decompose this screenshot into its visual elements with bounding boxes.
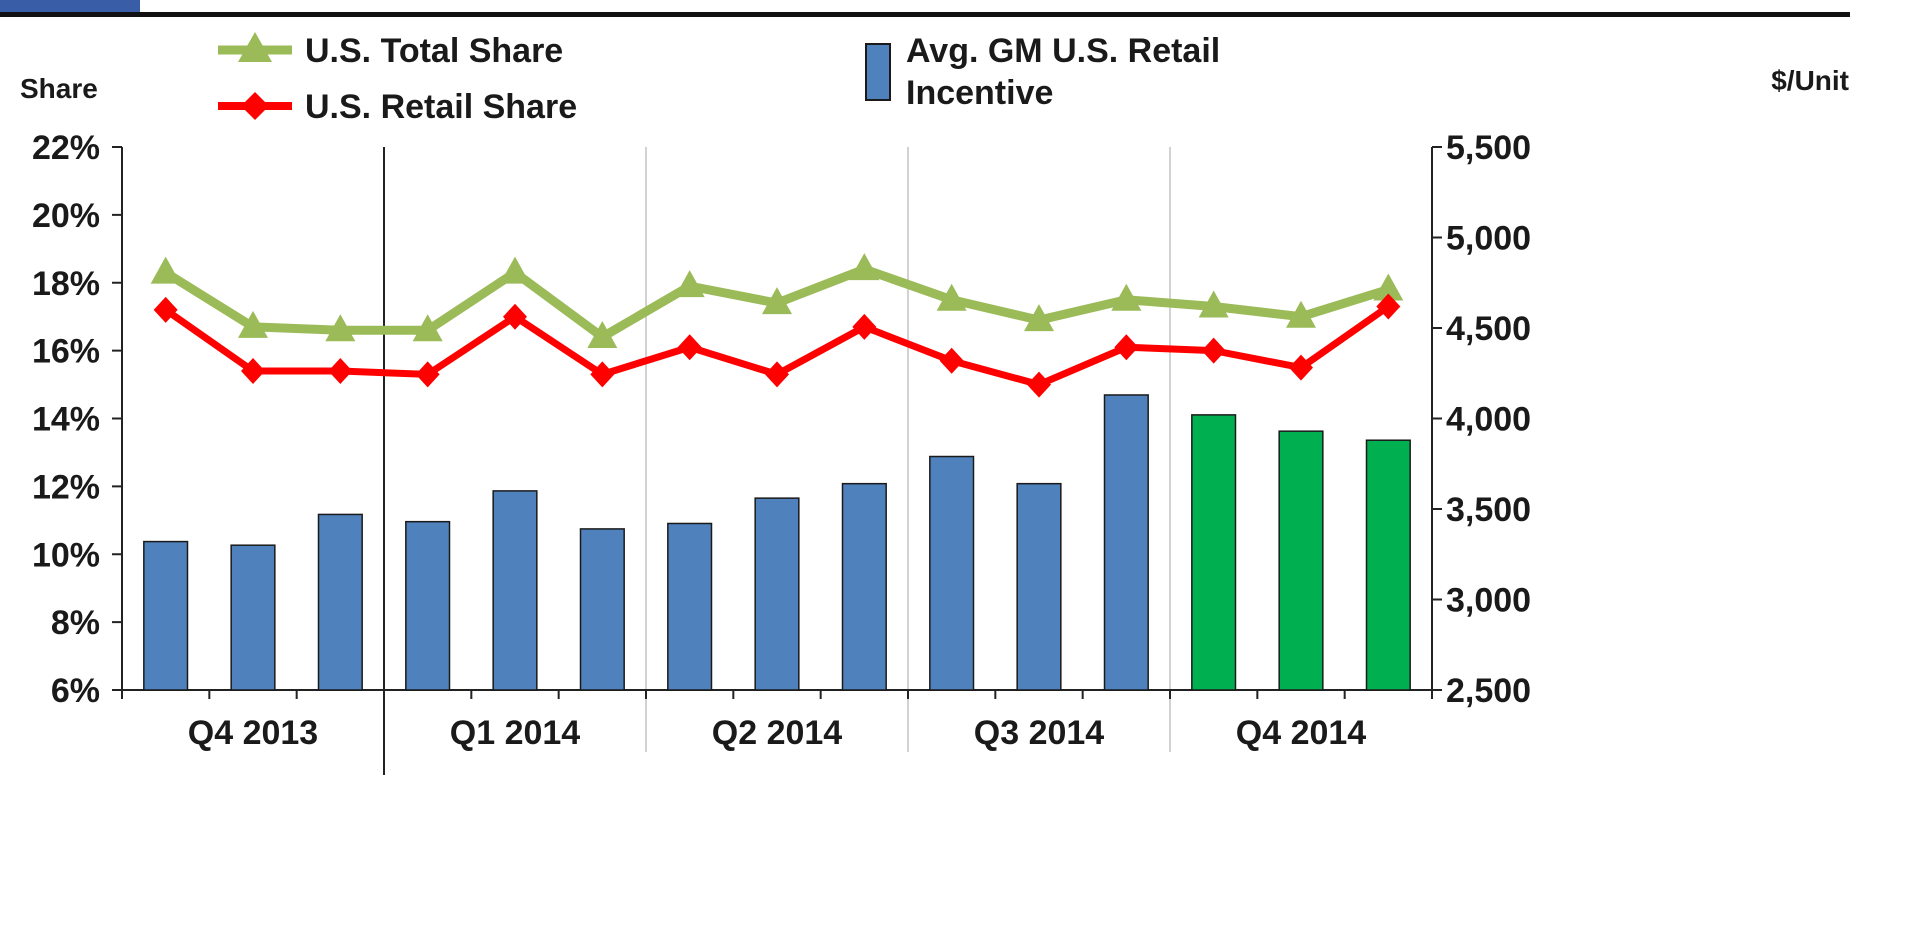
right-tick-label: 5,000	[1446, 220, 1531, 258]
total-share-marker	[1024, 304, 1054, 332]
total-share-marker	[762, 287, 792, 315]
retail-share-marker	[328, 357, 353, 384]
incentive-bar	[579, 528, 625, 691]
retail-share-marker	[677, 334, 702, 361]
retail-share-marker	[590, 361, 615, 388]
retail-share-marker	[1289, 354, 1313, 381]
labels-layer: 22% 20% 18% 16% 14% 12% 10% 8% 6% 5,500 5,000 4,500…	[32, 129, 1531, 752]
total-share-marker	[1373, 273, 1404, 301]
left-tick-label: 20%	[32, 197, 100, 235]
left-tick-label: 10%	[32, 536, 100, 574]
incentive-bar	[1191, 414, 1237, 691]
total-share-marker	[500, 256, 530, 284]
retail-share-marker	[765, 361, 789, 388]
retail-share-marker	[241, 357, 265, 384]
retail-share-marker	[1114, 334, 1139, 361]
right-tick-label: 4,000	[1446, 401, 1531, 439]
total-share-marker	[1198, 290, 1229, 318]
left-tick-label: 14%	[32, 401, 100, 439]
bar-swatch-icon	[865, 43, 891, 101]
left-tick-label: 8%	[51, 604, 100, 642]
incentive-bar	[667, 522, 713, 691]
quarter-label: Q2 2014	[712, 714, 843, 752]
incentive-bar	[1103, 394, 1149, 691]
legend-retail-share-label: U.S. Retail Share	[305, 88, 577, 126]
incentive-bar	[841, 482, 887, 691]
legend-incentive-label-line1: Avg. GM U.S. Retail	[906, 32, 1220, 70]
incentive-bar	[1365, 439, 1411, 691]
right-tick-label: 3,000	[1446, 582, 1531, 620]
left-tick-label: 18%	[32, 265, 100, 303]
left-tick-label: 16%	[32, 333, 100, 371]
retail-share-marker	[852, 313, 877, 340]
legend-item-incentive: Avg. GM U.S. Retail Incentive	[865, 32, 1220, 112]
legend-item-retail-share: U.S. Retail Share	[218, 88, 577, 126]
incentive-bar	[1278, 430, 1324, 691]
legend-total-share-label: U.S. Total Share	[305, 32, 563, 70]
retail-share-marker	[415, 361, 440, 388]
incentive-bar	[929, 455, 975, 691]
left-tick-label: 6%	[51, 672, 100, 710]
lines-layer	[150, 253, 1404, 398]
total-share-marker	[849, 253, 880, 281]
header-logo-block	[0, 0, 140, 14]
incentive-bar	[143, 540, 189, 691]
total-share-marker	[1111, 283, 1142, 311]
quarter-label: Q1 2014	[450, 714, 581, 752]
legend-item-total-share: U.S. Total Share	[218, 32, 563, 70]
left-tick-label: 12%	[32, 468, 100, 506]
diamond-marker-icon	[241, 92, 269, 120]
total-share-marker	[150, 256, 181, 284]
total-share-marker	[238, 310, 268, 338]
total-share-marker	[412, 314, 443, 342]
right-axis-title: $/Unit	[1771, 65, 1849, 96]
incentive-bar	[1016, 482, 1062, 691]
incentive-bar	[492, 490, 538, 691]
quarter-label: Q4 2014	[1236, 714, 1367, 752]
total-share-marker	[325, 314, 356, 342]
triangle-marker-icon	[238, 32, 272, 62]
retail-share-marker	[503, 303, 527, 330]
retail-share-marker	[1027, 371, 1051, 398]
incentive-bar	[754, 497, 800, 691]
right-tick-label: 3,500	[1446, 491, 1531, 529]
retail-share-marker	[153, 296, 178, 323]
quarter-label: Q4 2013	[188, 714, 318, 752]
incentive-bar	[405, 520, 451, 691]
right-tick-label: 2,500	[1446, 672, 1531, 710]
incentive-bar	[230, 544, 276, 691]
total-share-marker	[1286, 300, 1316, 328]
total-share-marker	[587, 321, 618, 349]
retail-share-marker	[1376, 293, 1401, 320]
grid-layer	[383, 147, 1171, 775]
retail-share-marker	[939, 347, 964, 374]
left-tick-label: 22%	[32, 129, 100, 167]
right-tick-label: 5,500	[1446, 129, 1531, 167]
header-rule	[0, 12, 1850, 17]
retail-share-marker	[1201, 337, 1226, 364]
legend: U.S. Total Share U.S. Retail Share Avg. …	[218, 32, 1220, 126]
total-share-marker	[936, 283, 967, 311]
bars-layer	[143, 394, 1411, 691]
total-share-marker	[674, 270, 705, 298]
incentive-bar	[317, 513, 363, 691]
right-tick-label: 4,500	[1446, 310, 1531, 348]
left-axis-title: Share	[20, 73, 98, 104]
legend-incentive-label-line2: Incentive	[906, 74, 1053, 112]
quarter-label: Q3 2014	[974, 714, 1105, 752]
